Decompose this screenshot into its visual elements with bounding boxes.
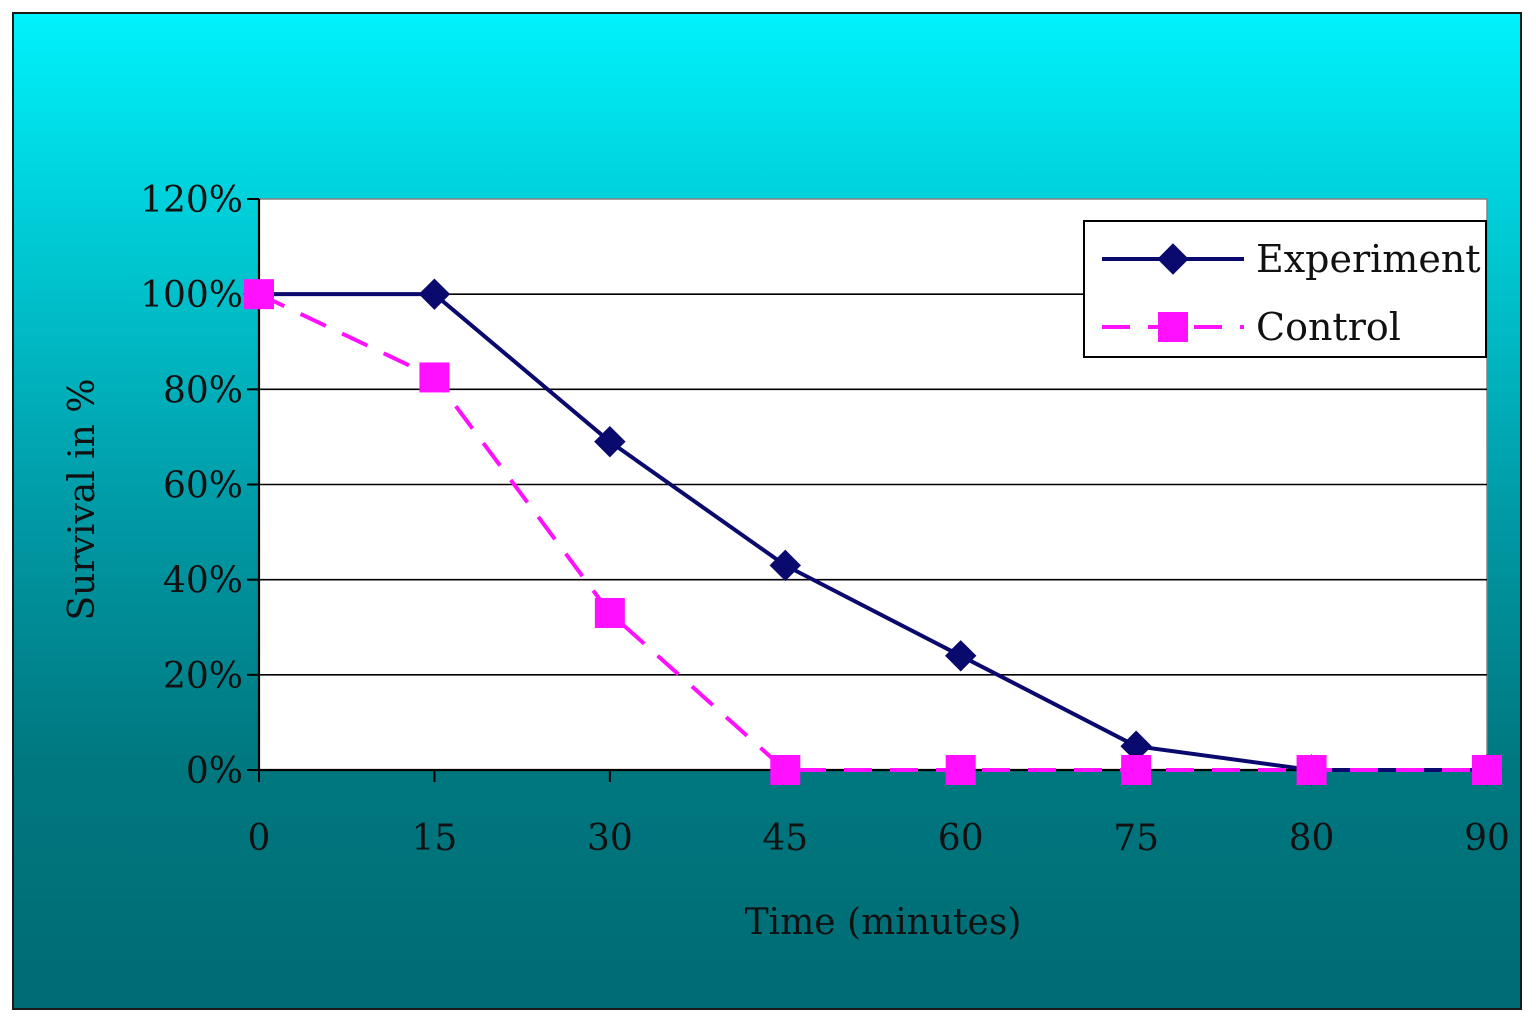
legend-box bbox=[1083, 220, 1487, 358]
y-tick-label: 60% bbox=[163, 466, 243, 507]
chart-frame: 0% 20% 40% 60% 80% 100% 120% 0 15 30 45 60 75 80 90 T… bbox=[12, 12, 1522, 1010]
x-tick-label: 45 bbox=[762, 818, 808, 859]
line-chart: 0% 20% 40% 60% 80% 100% 120% 0 15 30 45 60 75 80 90 T… bbox=[62, 180, 1510, 943]
data-point-diamond bbox=[418, 278, 451, 310]
series-line bbox=[259, 292, 1487, 772]
x-tick-label: 80 bbox=[1289, 818, 1335, 859]
data-point-diamond bbox=[594, 425, 626, 458]
data-point-square bbox=[419, 362, 450, 393]
data-point-square bbox=[594, 597, 625, 628]
legend-item-control: Control bbox=[1102, 305, 1401, 349]
y-tick-label: 0% bbox=[186, 751, 243, 792]
data-point-diamond bbox=[769, 549, 801, 582]
series-layer bbox=[243, 278, 1503, 786]
legend: Experiment Control bbox=[1083, 220, 1487, 358]
data-point-diamond bbox=[945, 640, 977, 672]
x-tick-label: 90 bbox=[1464, 818, 1510, 859]
x-tick-label: 60 bbox=[938, 818, 984, 859]
x-tick-label: 30 bbox=[587, 818, 633, 859]
data-point-diamond bbox=[1157, 243, 1189, 275]
data-point-square bbox=[1296, 755, 1327, 785]
data-point-square bbox=[945, 755, 976, 785]
y-tick-label: 120% bbox=[140, 180, 243, 221]
y-axis-ticks: 0% 20% 40% 60% 80% 100% 120% bbox=[140, 180, 259, 792]
y-tick-label: 40% bbox=[163, 561, 243, 602]
y-tick-label: 100% bbox=[140, 275, 243, 316]
data-point-square bbox=[244, 279, 274, 310]
x-axis-ticks: 0 15 30 45 60 75 80 90 bbox=[248, 770, 1510, 859]
x-tick-label: 0 bbox=[248, 818, 271, 859]
y-tick-label: 20% bbox=[163, 656, 243, 697]
series-line bbox=[258, 292, 1487, 772]
legend-label: Control bbox=[1256, 305, 1401, 349]
legend-item-experiment: Experiment bbox=[1102, 237, 1481, 281]
x-tick-label: 75 bbox=[1113, 818, 1159, 859]
y-tick-label: 80% bbox=[163, 370, 243, 411]
y-axis-title: Survival in % bbox=[62, 378, 103, 620]
x-axis-title: Time (minutes) bbox=[745, 902, 1022, 943]
x-tick-label: 15 bbox=[412, 818, 458, 859]
data-point-square bbox=[770, 755, 801, 785]
data-point-square bbox=[1472, 755, 1502, 785]
data-point-square bbox=[1158, 312, 1188, 342]
series-control bbox=[244, 279, 1502, 785]
legend-label: Experiment bbox=[1256, 237, 1481, 281]
data-point-square bbox=[1121, 755, 1152, 785]
